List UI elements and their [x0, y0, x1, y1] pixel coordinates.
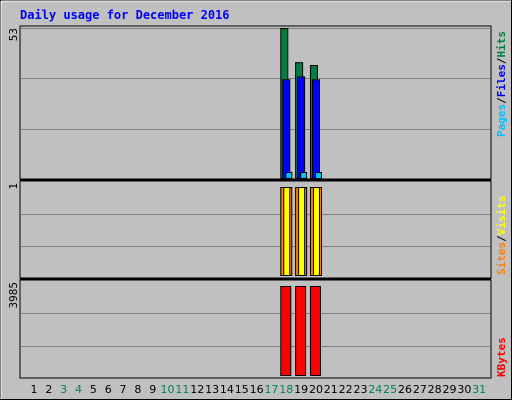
x-tick-label-day-24: 24 [368, 383, 382, 396]
bar-kbytes-day-20 [309, 286, 321, 376]
x-tick-label-day-9: 9 [149, 383, 156, 396]
scale-label-bot: 3985 [7, 282, 20, 309]
x-tick-label-day-12: 12 [190, 383, 204, 396]
bar-pages-day-18 [285, 172, 293, 179]
bar-pages-day-20 [314, 172, 322, 179]
x-tick-label-day-15: 15 [235, 383, 249, 396]
x-tick-label-day-25: 25 [383, 383, 397, 396]
panel-border-mid [19, 180, 492, 279]
bar-pages-day-19 [300, 172, 308, 179]
bar-files-day-20 [311, 79, 320, 179]
x-tick-label-day-31: 31 [472, 383, 486, 396]
x-tick-label-day-6: 6 [105, 383, 112, 396]
bar-kbytes-day-19 [295, 286, 307, 376]
x-tick-label-day-7: 7 [120, 383, 127, 396]
x-tick-label-day-17: 17 [264, 383, 278, 396]
x-tick-label-day-29: 29 [443, 383, 457, 396]
legend-entry-visits: Visits [495, 196, 508, 236]
scale-label-top: 53 [7, 28, 20, 41]
bar-files-day-19 [297, 76, 306, 179]
bar-kbytes-day-18 [280, 286, 292, 376]
bar-visits-day-18 [283, 187, 291, 276]
legend-separator: / [495, 235, 508, 242]
legend-bot: KBytes [495, 337, 508, 377]
scale-label-mid: 1 [7, 183, 20, 190]
x-tick-label-day-14: 14 [220, 383, 234, 396]
x-tick-label-day-28: 28 [428, 383, 442, 396]
legend-mid: Sites/Visits [495, 196, 508, 276]
x-tick-label-day-3: 3 [60, 383, 67, 396]
x-tick-label-day-5: 5 [90, 383, 97, 396]
bar-files-day-18 [282, 79, 291, 179]
x-tick-label-day-4: 4 [75, 383, 82, 396]
legend-entry-sites: Sites [495, 242, 508, 275]
x-tick-label-day-16: 16 [250, 383, 264, 396]
x-tick-label-day-11: 11 [175, 383, 189, 396]
x-tick-label-day-10: 10 [161, 383, 175, 396]
x-tick-label-day-20: 20 [309, 383, 323, 396]
legend-separator: / [495, 97, 508, 104]
x-tick-label-day-2: 2 [45, 383, 52, 396]
x-tick-label-day-18: 18 [279, 383, 293, 396]
x-tick-label-day-13: 13 [205, 383, 219, 396]
x-tick-label-day-22: 22 [339, 383, 353, 396]
panel-border-top [19, 25, 492, 180]
x-tick-label-day-23: 23 [353, 383, 367, 396]
legend-entry-kbytes: KBytes [495, 337, 508, 377]
x-tick-label-day-27: 27 [413, 383, 427, 396]
x-tick-label-day-26: 26 [398, 383, 412, 396]
x-tick-label-day-8: 8 [134, 383, 141, 396]
bar-visits-day-20 [312, 187, 320, 276]
x-tick-label-day-30: 30 [457, 383, 471, 396]
legend-entry-pages: Pages [495, 104, 508, 137]
x-tick-label-day-19: 19 [294, 383, 308, 396]
legend-entry-hits: Hits [495, 31, 508, 58]
chart-title: Daily usage for December 2016 [20, 8, 230, 22]
x-tick-label-day-1: 1 [31, 383, 38, 396]
x-tick-label-day-21: 21 [324, 383, 338, 396]
panel-border-bot [19, 279, 492, 379]
legend-separator: / [495, 57, 508, 64]
legend-top: Pages/Files/Hits [495, 31, 508, 137]
bar-visits-day-19 [298, 187, 306, 276]
legend-entry-files: Files [495, 64, 508, 97]
